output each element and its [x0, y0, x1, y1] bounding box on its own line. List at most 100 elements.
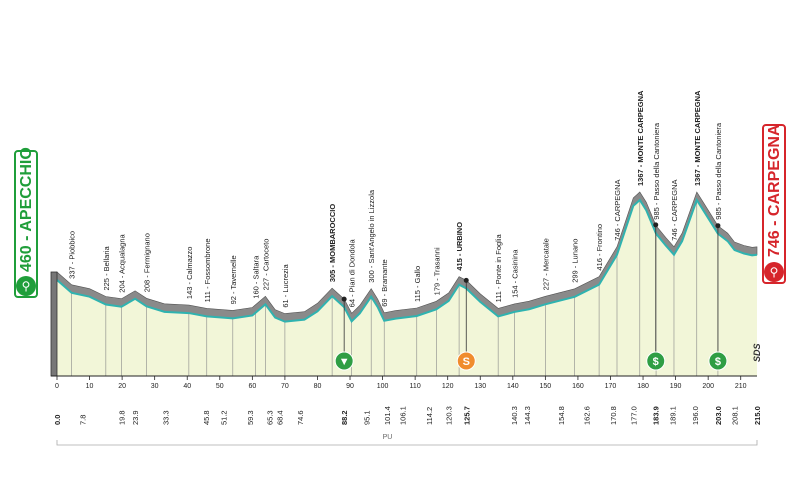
axis-tick-label: 40	[183, 383, 191, 390]
waypoint-label: 1367 - MONTE CARPEGNA	[636, 90, 645, 186]
axis-tick-label: 160	[572, 383, 584, 390]
marker-dot	[341, 296, 347, 302]
marker-dot	[715, 223, 721, 229]
waypoint-label: 227 - Cartoceto	[261, 239, 270, 291]
waypoint-label: 225 - Bellaria	[102, 246, 111, 291]
cumulative-km-label: 144.3	[523, 406, 532, 425]
axis-tick-label: 140	[507, 383, 519, 390]
cumulative-km-label: 0.0	[53, 415, 62, 425]
axis-tick-label: 20	[118, 383, 126, 390]
kom-marker-symbol: $	[715, 356, 721, 368]
waypoint-label: 208 - Fermignano	[143, 233, 152, 292]
profile-line	[56, 197, 758, 323]
waypoint-label: 115 - Gallo	[413, 266, 422, 302]
marker-dot	[653, 222, 659, 228]
axis-tick-label: 150	[540, 383, 552, 390]
finish-name: CARPEGNA	[766, 124, 783, 217]
axis-tick-label: 60	[248, 383, 256, 390]
waypoint-label: 204 - Acqualagna	[117, 234, 126, 293]
cumulative-km-label: 125.7	[462, 406, 471, 425]
waypoint-label: 69 - Bramante	[380, 259, 389, 307]
axis-tick-label: 0	[55, 383, 59, 390]
cumulative-km-label: 177.0	[629, 406, 638, 425]
cumulative-km-label: 189.1	[669, 406, 678, 425]
cumulative-km-label: 101.4	[383, 406, 392, 425]
marker-dot	[463, 277, 469, 283]
finish-bike-icon: ⚲	[764, 262, 784, 282]
profile-fill-layer	[57, 200, 757, 376]
waypoint-label: 1367 - MONTE CARPEGNA	[693, 90, 702, 186]
markers-layer: ▼ S $ $	[334, 222, 728, 371]
region-bracket: PU	[56, 434, 758, 446]
kom-marker-symbol: $	[653, 356, 659, 368]
sprint-marker-icon	[456, 351, 476, 371]
cumulative-km-label: 51.2	[220, 410, 229, 425]
waypoint-label: 746 - CARPEGNA	[613, 179, 622, 240]
kom-marker-icon	[708, 351, 728, 371]
axis-tick-label: 180	[637, 383, 649, 390]
waypoint-label: 160 - Saltara	[252, 255, 261, 299]
finish-altitude: 746	[766, 230, 783, 257]
cumulative-km-label: 114.2	[425, 407, 434, 425]
kom-marker-icon	[646, 351, 666, 371]
waypoint-label: 337 - Piobbico	[68, 231, 77, 279]
cumulative-km-label: 196.0	[691, 406, 700, 425]
profile-fill	[57, 200, 757, 376]
cumulative-km-label: 68.4	[276, 410, 285, 425]
cumulative-km-label: 65.3	[266, 410, 275, 425]
km-axis: 0 10 20 30 40 50 60 70 80 90 100 110 120 130 140 150 160…	[51, 375, 757, 390]
cumulative-km-label: 59.3	[246, 410, 255, 425]
axis-tick-label: 120	[442, 383, 454, 390]
axis-tick-label: 200	[702, 383, 714, 390]
waypoint-label: 300 - Sant'Angelo in Lizzola	[367, 189, 376, 283]
axis-tick-label: 210	[735, 383, 747, 390]
cumulative-km-label: 33.3	[161, 410, 170, 425]
axis-tick-label: 80	[314, 383, 322, 390]
cumulative-km-label: 23.9	[131, 410, 140, 425]
start-cliff	[50, 271, 58, 377]
waypoint-label: 305 - MOMBAROCCIO	[328, 204, 337, 283]
axis-tick-label: 110	[410, 383, 421, 390]
waypoint-label: 143 - Calmazzo	[185, 247, 194, 300]
cumulative-km-label: 170.8	[609, 406, 618, 425]
axis-tick-label: 100	[377, 383, 389, 390]
feed-marker-symbol: ▼	[339, 356, 350, 368]
axis-tick-label: 90	[346, 383, 354, 390]
axis-tick-label: 10	[86, 383, 94, 390]
cumulative-km-label: 120.3	[445, 406, 454, 425]
waypoint-label: 179 - Trasanni	[432, 247, 441, 295]
cumulative-km-label: 74.6	[296, 410, 305, 425]
waypoint-label: 299 - Lunano	[571, 239, 580, 283]
feed-marker-icon	[334, 351, 354, 371]
cumulative-km-label: 88.2	[340, 410, 349, 425]
cumulative-km-label: 19.8	[117, 410, 126, 425]
waypoint-label: 416 - Frontino	[595, 224, 604, 271]
waypoint-label: 415 - URBINO	[455, 222, 464, 271]
cumulative-km-label: 154.8	[557, 406, 566, 425]
waypoint-labels: 337 - Piobbico 225 - Bellaria 204 - Acqual…	[68, 90, 723, 308]
waypoint-label: 154 - Casinina	[510, 249, 519, 298]
cumulative-km-label: 45.8	[202, 410, 211, 425]
waypoint-label: 985 - Passo della Cantoniera	[652, 122, 661, 220]
sds-logo: SDS	[752, 343, 762, 362]
axis-tick-label: 190	[670, 383, 682, 390]
waypoint-label: 227 - Mercatale	[541, 238, 550, 290]
region-label: PU	[383, 434, 393, 441]
start-name: APECCHIO	[18, 147, 35, 232]
start-badge: 460 - APECCHIO ⚲	[14, 147, 38, 298]
axis-tick-label: 30	[151, 383, 159, 390]
waypoint-label: 61 - Lucrezia	[281, 263, 290, 307]
waypoint-label: 92 - Tavernelle	[229, 255, 238, 304]
cumulative-km-label: 162.6	[582, 406, 591, 425]
axis-tick-label: 50	[216, 383, 224, 390]
sprint-marker-symbol: S	[463, 356, 470, 368]
cumulative-km-label: 7.8	[78, 415, 87, 425]
cumulative-km-label: 106.1	[398, 406, 407, 425]
start-bike-icon: ⚲	[16, 276, 36, 296]
cumulative-km-labels: 0.0 7.8 19.8 23.9 33.3 45.8 51.2 59.3 65.3 68.4 74…	[53, 406, 762, 425]
waypoint-label: 111 - Ponte in Foglia	[494, 233, 503, 302]
start-altitude: 460	[18, 245, 35, 272]
cumulative-km-label: 140.3	[510, 406, 519, 425]
